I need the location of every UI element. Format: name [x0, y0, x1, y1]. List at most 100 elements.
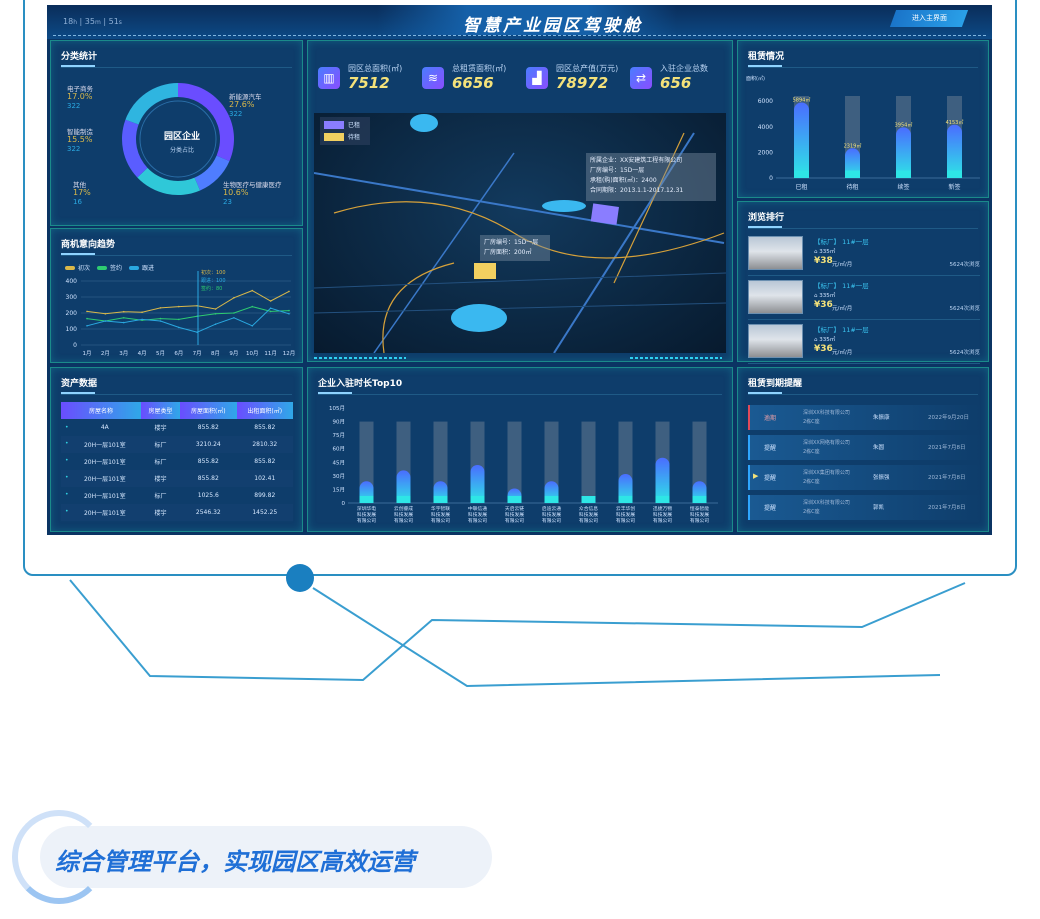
browse-list-item[interactable]: 【标厂】 11#一层 ⌂ 335㎡ ¥38 元/㎡/月 5624次浏览 [748, 234, 980, 276]
bar[interactable] [947, 124, 962, 178]
park-map[interactable]: 已租 待租 所属企业：XX安建筑工程有限公司 厂房编号：15D一层 承租(购)面积(… [314, 113, 726, 353]
data-point[interactable] [159, 317, 162, 320]
data-point[interactable] [86, 317, 88, 320]
bar[interactable] [396, 470, 411, 503]
donut-slice[interactable] [121, 119, 148, 178]
data-point[interactable] [288, 309, 290, 312]
data-point[interactable] [251, 305, 254, 308]
table-row[interactable]: • 20H一层101室 楼宇 855.82 102.41 [61, 470, 293, 487]
data-point[interactable] [86, 325, 88, 327]
table-row[interactable]: • 4A 楼宇 855.82 855.82 [61, 419, 293, 436]
data-point[interactable] [122, 321, 125, 324]
data-point[interactable] [159, 320, 162, 322]
data-point[interactable] [269, 307, 272, 309]
data-point[interactable] [104, 313, 107, 315]
data-point[interactable] [214, 308, 217, 310]
browse-list-item[interactable]: 【标厂】 11#一层 ⌂ 335㎡ ¥36 元/㎡/月 5624次浏览 [748, 278, 980, 320]
donut-slice[interactable] [194, 155, 230, 191]
stat-label: 园区总面积(㎡) [348, 64, 403, 73]
data-point[interactable] [104, 320, 107, 322]
data-point[interactable] [288, 313, 290, 315]
legend-name: 生物医疗与健康医疗 [223, 181, 282, 189]
data-point[interactable] [178, 305, 180, 308]
x-tick-label: 深圳华电 [357, 505, 376, 512]
assets-panel: 资产数据 房屋名称 房屋类型 房屋面积(㎡) 出租面积(㎡) • 4A 楼宇 855.82 85… [50, 367, 303, 532]
expiry-date: 2022年9月20日 [928, 415, 969, 421]
bar[interactable] [470, 465, 485, 503]
table-cell: 855.82 [197, 475, 219, 482]
data-point[interactable] [178, 318, 180, 321]
expiry-row[interactable]: ▶ 提醒 深圳XX集团有限公司 2栋C座 张振强 2021年7月8日 [748, 465, 980, 490]
assets-table: 房屋名称 房屋类型 房屋面积(㎡) 出租面积(㎡) • 4A 楼宇 855.82 855.82 •… [61, 402, 293, 521]
table-row[interactable]: • 20H一层101室 楼宇 2546.32 1452.25 [61, 504, 293, 521]
property-thumbnail [748, 324, 803, 358]
data-point[interactable] [251, 325, 254, 327]
screenshot-frame [23, 0, 1017, 576]
y-tick-label: 60月 [333, 446, 346, 453]
data-point[interactable] [141, 318, 143, 321]
table-cell: • 20H一层101室 [65, 474, 126, 483]
table-row[interactable]: • 20H一层101室 标厂 3210.24 2810.32 [61, 436, 293, 453]
donut-slice[interactable] [125, 83, 178, 125]
data-point[interactable] [214, 323, 217, 325]
legend-percent: 10.6% [223, 188, 249, 197]
contact-person: 郭凯 [873, 505, 885, 511]
bar-base [845, 170, 860, 178]
x-tick-label: 11月 [264, 350, 277, 357]
x-tick-label: 众合信息 [579, 505, 598, 512]
y-tick-label: 90月 [333, 419, 346, 426]
property-area: ⌂ 335㎡ [814, 293, 836, 299]
building-icon: ▥ [318, 67, 340, 89]
data-point[interactable] [141, 311, 143, 313]
x-tick-label: 中联信通 [468, 505, 487, 512]
data-point[interactable] [269, 300, 272, 302]
company-name: 深圳XX科技有限公司 [803, 500, 850, 506]
table-row[interactable]: • 20H一层101室 标厂 855.82 855.82 [61, 453, 293, 470]
legend-label: 跟进 [142, 265, 155, 272]
x-tick-label: 2月 [101, 350, 110, 357]
bar[interactable] [655, 457, 670, 503]
trend-panel: 商机意向趋势 初次 签约 跟进 0 100 200 300 400 1月 2月 3月 4月 5月 6月 7… [50, 228, 303, 363]
table-row[interactable]: • 20H一层101室 标厂 1025.6 899.82 [61, 487, 293, 504]
data-point[interactable] [159, 307, 162, 309]
stat-value: 7512 [348, 74, 390, 92]
data-label: 4153㎡ [946, 119, 964, 126]
enter-main-button[interactable]: 进入主界面 [889, 10, 969, 27]
property-name: 【标厂】 11#一层 [814, 326, 869, 334]
data-point[interactable] [214, 313, 217, 315]
expiry-row[interactable]: 提醒 深圳XX网络有限公司 2栋C座 朱圆 2021年7月8日 [748, 435, 980, 460]
expiry-row[interactable]: 提醒 深圳XX科技有限公司 2栋C座 郭凯 2021年7月8日 [748, 495, 980, 520]
bar[interactable] [618, 474, 633, 503]
browse-list-item[interactable]: 【标厂】 11#一层 ⌂ 335㎡ ¥36 元/㎡/月 5624次浏览 [748, 322, 980, 364]
y-tick-label: 300 [66, 294, 78, 301]
x-tick-label: 科技发展 [468, 511, 487, 518]
bar[interactable] [794, 102, 809, 178]
donut-slice[interactable] [178, 83, 234, 162]
selected-arrow-icon: ▶ [753, 472, 759, 480]
data-point[interactable] [233, 297, 235, 299]
data-point[interactable] [122, 317, 125, 319]
data-point[interactable] [178, 326, 180, 329]
handshake-icon: ⇄ [630, 67, 652, 89]
data-point[interactable] [122, 310, 125, 313]
x-tick-label: 12月 [283, 350, 296, 357]
y-tick-label: 200 [66, 310, 78, 317]
x-tick-label: 已租 [795, 183, 807, 191]
x-tick-label: 科技发展 [505, 511, 524, 518]
bar-base [470, 496, 485, 503]
y-tick-label: 100 [66, 326, 78, 333]
data-point[interactable] [269, 310, 272, 313]
stat-value: 656 [660, 74, 692, 92]
home-icon: ⌂ [814, 337, 820, 343]
bullet-icon: • [65, 508, 69, 515]
data-point[interactable] [288, 290, 290, 293]
data-point[interactable] [233, 317, 235, 319]
donut-slice[interactable] [137, 167, 201, 195]
data-point[interactable] [86, 310, 88, 313]
stat-label: 入驻企业总数 [660, 64, 708, 73]
expiry-row[interactable]: 逾期 深圳XX科技有限公司 2栋C座 朱振康 2022年9月20日 [748, 405, 980, 430]
bar[interactable] [896, 127, 911, 178]
data-point[interactable] [251, 289, 254, 292]
data-point[interactable] [233, 312, 235, 314]
